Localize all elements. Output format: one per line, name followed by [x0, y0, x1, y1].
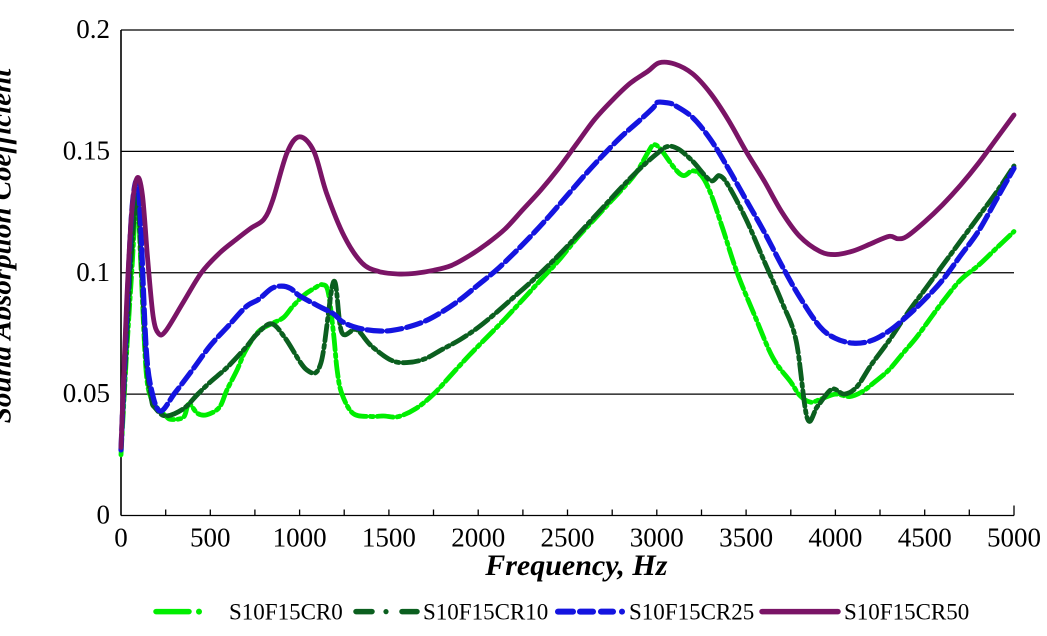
svg-text:S10F15CR10: S10F15CR10	[423, 600, 548, 625]
svg-text:S10F15CR50: S10F15CR50	[844, 600, 969, 625]
svg-text:S10F15CR0: S10F15CR0	[229, 600, 343, 625]
svg-text:S10F15CR25: S10F15CR25	[629, 600, 754, 625]
